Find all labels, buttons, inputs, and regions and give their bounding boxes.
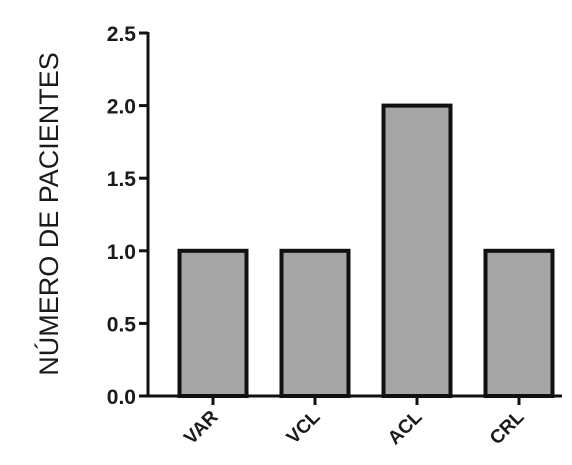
x-tick-label-vcl: VCL (283, 406, 325, 448)
y-tick-label: 2.0 (107, 96, 136, 119)
x-tick-label-acl: ACL (384, 406, 427, 449)
x-ticks: VAR VCL ACL CRL (180, 396, 529, 449)
y-axis-label: NÚMERO DE PACIENTES (33, 52, 64, 376)
y-tick-label: 0.0 (107, 386, 136, 409)
bars (177, 103, 555, 398)
bar-var (177, 248, 249, 398)
y-tick-label: 2.5 (107, 23, 137, 46)
y-ticks: 0.0 0.5 1.0 1.5 2.0 2.5 (107, 23, 148, 409)
y-tick-label: 1.5 (107, 168, 137, 191)
bar-acl (381, 103, 453, 398)
y-tick-label: 1.0 (107, 241, 136, 264)
x-tick-label-crl: CRL (486, 406, 529, 449)
y-tick-label: 0.5 (107, 313, 137, 336)
x-tick-label-var: VAR (180, 406, 222, 448)
bar-crl (483, 248, 555, 398)
bar-vcl (279, 248, 351, 398)
